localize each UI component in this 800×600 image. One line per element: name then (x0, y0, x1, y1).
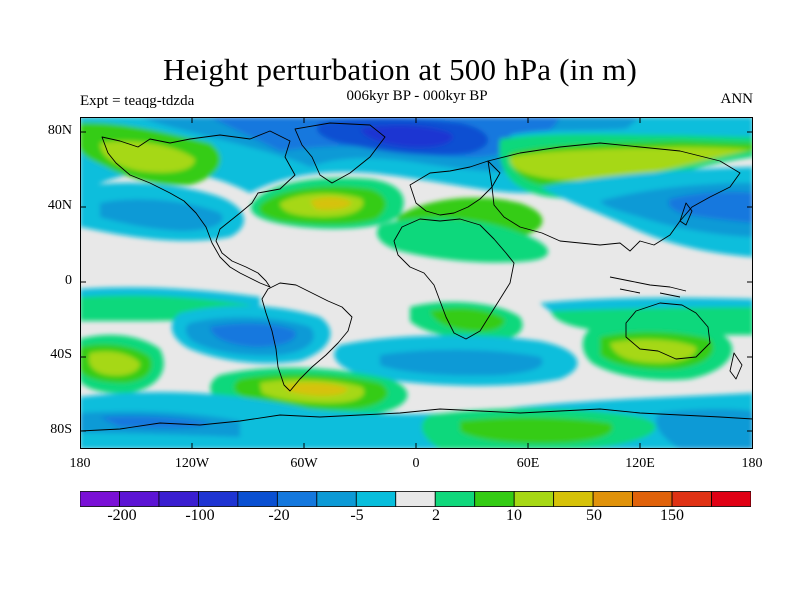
contour-region (460, 417, 613, 444)
colorbar-label: -200 (107, 507, 137, 524)
lat-label-80s: 80S (50, 422, 72, 437)
colorbar-swatch (80, 491, 120, 507)
colorbar-label: 150 (660, 507, 684, 524)
colorbar-label: 50 (586, 507, 602, 524)
colorbar-swatch (632, 491, 673, 507)
coastline-australia (625, 302, 711, 360)
coastline-europe (409, 160, 501, 216)
contour-region (380, 349, 543, 376)
coastline-africa (393, 218, 515, 340)
colorbar-label: -100 (185, 507, 215, 524)
lon-label-180e: 180 (741, 456, 763, 471)
colorbar-swatch (434, 491, 476, 507)
colorbar-swatch (355, 491, 397, 507)
coastline-south-america (261, 282, 353, 392)
contour-region (376, 218, 549, 263)
colorbar-swatch (316, 491, 357, 507)
contour-region (285, 382, 348, 396)
colorbar-swatch (276, 491, 318, 507)
contour-fill-layer (80, 117, 753, 449)
coastline-greenland (294, 122, 386, 184)
coastlines (80, 122, 753, 432)
colorbar (80, 491, 751, 507)
lon-label-60e: 60E (516, 456, 540, 471)
contour-region (668, 191, 753, 223)
lat-label-0: 0 (65, 273, 72, 288)
contour-region (540, 297, 753, 311)
lon-label-120e: 120E (625, 456, 655, 471)
contour-region (656, 409, 753, 449)
contour-region (100, 199, 223, 231)
colorbar-swatch (198, 491, 239, 507)
map-subtitle: 006kyr BP - 000kyr BP (346, 88, 488, 104)
colorbar-swatch (513, 491, 555, 507)
colorbar-swatch (592, 491, 633, 507)
experiment-label: Expt = teaqg-tdzda (80, 93, 195, 109)
season-label: ANN (720, 91, 754, 107)
coastline-asia (487, 142, 741, 252)
lat-label-80n: 80N (47, 123, 72, 138)
coastline-antarctica (80, 408, 753, 432)
colorbar-swatch (119, 491, 160, 507)
colorbar-swatch (395, 491, 436, 507)
map-ticks (80, 117, 753, 449)
contour-region (360, 125, 453, 148)
contour-region (100, 416, 210, 429)
map-title: Height perturbation at 500 hPa (in m) (162, 52, 638, 87)
colorbar-swatch (237, 491, 278, 507)
contour-region (88, 351, 140, 376)
colorbar-swatch (553, 491, 594, 507)
colorbar-label: 2 (432, 507, 440, 524)
lon-label-180w: 180 (69, 456, 91, 471)
contour-region (509, 147, 753, 181)
colorbar-label: -20 (268, 507, 290, 524)
lat-label-40s: 40S (50, 347, 72, 362)
coastline-indonesia (609, 276, 687, 298)
contour-region (430, 308, 505, 332)
lon-label-120w: 120W (174, 456, 210, 471)
coastline-north-america (101, 130, 296, 288)
contour-region (310, 197, 352, 210)
colorbar-swatch (474, 491, 515, 507)
lon-label-60w: 60W (290, 456, 318, 471)
colorbar-swatch (671, 491, 712, 507)
coastline-new-zealand (729, 352, 743, 380)
colorbar-label: 10 (506, 507, 522, 524)
contour-region (610, 339, 697, 363)
lon-label-0: 0 (412, 456, 420, 471)
colorbar-swatch (711, 491, 751, 507)
colorbar-swatch (158, 491, 199, 507)
colorbar-label: -5 (350, 507, 364, 524)
contour-region (100, 141, 195, 173)
map-plot (80, 117, 753, 449)
coastline-japan (679, 202, 693, 226)
lat-label-40n: 40N (47, 198, 72, 213)
